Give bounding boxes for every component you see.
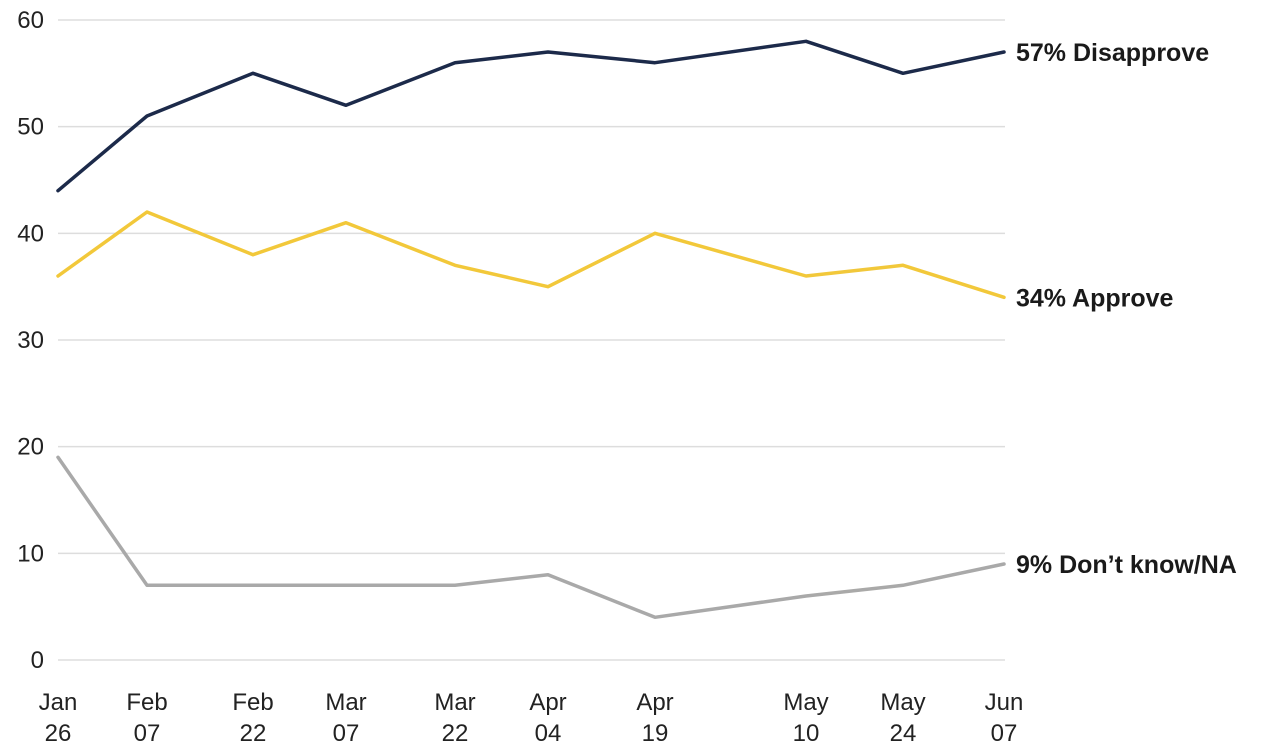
x-tick-month: May — [880, 689, 925, 716]
series-line-approve — [56, 210, 1006, 300]
x-tick-label: Jan 26 — [39, 689, 78, 746]
x-tick-day: 24 — [890, 720, 917, 746]
y-tick-label: 40 — [17, 220, 44, 247]
x-tick-label: Apr 04 — [529, 689, 566, 746]
x-tick-month: Mar — [434, 689, 475, 716]
x-tick-label: Feb 07 — [126, 689, 167, 746]
x-tick-label: May 24 — [880, 689, 925, 746]
x-tick-day: 04 — [535, 720, 562, 746]
x-tick-month: May — [783, 689, 828, 716]
x-tick-day: 26 — [45, 720, 72, 746]
series-label-disapprove: 57% Disapprove — [1016, 39, 1209, 67]
x-tick-day: 19 — [642, 720, 669, 746]
grid-lines — [58, 19, 1005, 661]
x-tick-month: Jun — [985, 689, 1024, 716]
x-tick-month: Apr — [636, 689, 673, 716]
y-tick-label: 10 — [17, 540, 44, 567]
x-tick-label: Mar 07 — [325, 689, 366, 746]
x-tick-day: 10 — [793, 720, 820, 746]
y-tick-label: 20 — [17, 434, 44, 461]
y-tick-label: 50 — [17, 114, 44, 141]
series-lines — [56, 39, 1006, 620]
x-tick-label: May 10 — [783, 689, 828, 746]
y-tick-label: 60 — [17, 7, 44, 34]
series-line-dont-know — [56, 455, 1006, 620]
x-tick-label: Feb 22 — [232, 689, 273, 746]
series-label-dont-know: 9% Don’t know/NA — [1016, 551, 1237, 579]
y-axis-ticks: 0 10 20 30 40 50 60 — [17, 7, 44, 674]
series-line-disapprove — [56, 39, 1006, 193]
y-tick-label: 0 — [31, 647, 44, 674]
x-tick-label: Mar 22 — [434, 689, 475, 746]
x-tick-day: 07 — [134, 720, 161, 746]
x-tick-day: 07 — [991, 720, 1018, 746]
x-tick-label: Apr 19 — [636, 689, 673, 746]
x-tick-day: 22 — [240, 720, 267, 746]
x-tick-label: Jun 07 — [985, 689, 1024, 746]
x-tick-month: Feb — [126, 689, 167, 716]
y-tick-label: 30 — [17, 327, 44, 354]
x-tick-month: Mar — [325, 689, 366, 716]
x-tick-day: 07 — [333, 720, 360, 746]
x-tick-month: Apr — [529, 689, 566, 716]
x-axis-ticks: Jan 26 Feb 07 Feb 22 Mar 07 Mar 22 Apr 04 Apr 19 May 10… — [39, 689, 1024, 746]
series-label-approve: 34% Approve — [1016, 284, 1174, 312]
x-tick-month: Feb — [232, 689, 273, 716]
x-tick-month: Jan — [39, 689, 78, 716]
series-end-labels: 57% Disapprove 34% Approve 9% Don’t know/N… — [1016, 39, 1237, 579]
x-tick-day: 22 — [442, 720, 469, 746]
